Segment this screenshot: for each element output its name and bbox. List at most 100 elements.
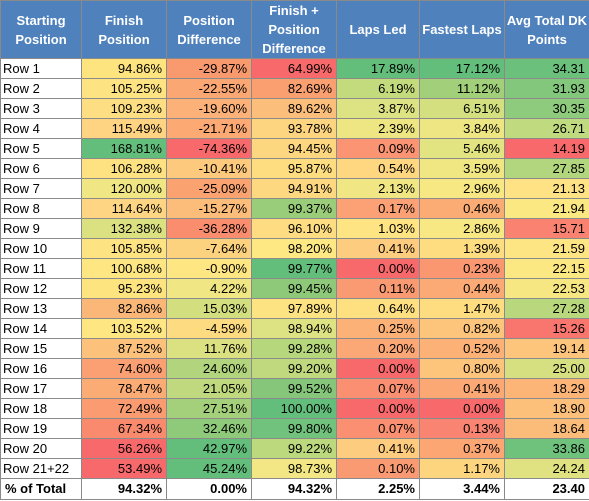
table-row: Row 13 82.86% 15.03% 97.89% 0.64% 1.47% 27.28 <box>0 298 589 319</box>
cell-avg-total-dk-points: 27.28 <box>504 298 589 319</box>
row-label: Row 16 <box>0 358 82 379</box>
cell-finish-plus-position-difference: 99.20% <box>251 358 337 379</box>
row-label: Row 4 <box>0 118 82 139</box>
row-label: Row 18 <box>0 398 82 419</box>
table-row: Row 9 132.38% -36.28% 96.10% 1.03% 2.86% 15.71 <box>0 218 589 239</box>
cell-fastest-laps: 11.12% <box>419 78 505 99</box>
row-label: Row 9 <box>0 218 82 239</box>
cell-finish-plus-position-difference: 64.99% <box>251 58 337 79</box>
cell-finish-position: 94.86% <box>81 58 167 79</box>
cell-position-difference: 21.05% <box>166 378 252 399</box>
cell-finish-position: 82.86% <box>81 298 167 319</box>
cell-finish-plus-position-difference: 94.45% <box>251 138 337 159</box>
cell-finish-position: 106.28% <box>81 158 167 179</box>
row-label: Row 20 <box>0 438 82 459</box>
cell-position-difference: 4.22% <box>166 278 252 299</box>
cell-laps-led: 2.39% <box>336 118 420 139</box>
cell-position-difference: -19.60% <box>166 98 252 119</box>
cell-position-difference: -36.28% <box>166 218 252 239</box>
cell-finish-plus-position-difference: 96.10% <box>251 218 337 239</box>
cell-fastest-laps: 5.46% <box>419 138 505 159</box>
row-label: Row 7 <box>0 178 82 199</box>
header-finish-plus-position-difference: Finish + Position Difference <box>251 0 337 59</box>
header-position-difference: Position Difference <box>166 0 252 59</box>
cell-avg-total-dk-points: 34.31 <box>504 58 589 79</box>
row-label: Row 10 <box>0 238 82 259</box>
cell-fastest-laps: 0.46% <box>419 198 505 219</box>
cell-laps-led: 0.11% <box>336 278 420 299</box>
cell-fastest-laps: 0.13% <box>419 418 505 439</box>
row-label: Row 6 <box>0 158 82 179</box>
cell-finish-plus-position-difference: 99.22% <box>251 438 337 459</box>
cell-finish-plus-position-difference: 95.87% <box>251 158 337 179</box>
cell-laps-led: 0.00% <box>336 398 420 419</box>
total-finish-plus-position-difference: 94.32% <box>251 478 337 500</box>
cell-laps-led: 0.25% <box>336 318 420 339</box>
cell-avg-total-dk-points: 22.53 <box>504 278 589 299</box>
cell-finish-position: 114.64% <box>81 198 167 219</box>
table-row: Row 17 78.47% 21.05% 99.52% 0.07% 0.41% 18.29 <box>0 378 589 399</box>
total-position-difference: 0.00% <box>166 478 252 500</box>
cell-avg-total-dk-points: 21.13 <box>504 178 589 199</box>
cell-finish-plus-position-difference: 94.91% <box>251 178 337 199</box>
cell-laps-led: 1.03% <box>336 218 420 239</box>
total-label: % of Total <box>0 478 82 500</box>
row-label: Row 17 <box>0 378 82 399</box>
row-label: Row 8 <box>0 198 82 219</box>
cell-laps-led: 2.13% <box>336 178 420 199</box>
cell-fastest-laps: 0.41% <box>419 378 505 399</box>
header-row: Starting Position Finish Position Positi… <box>0 0 589 59</box>
row-label: Row 1 <box>0 58 82 79</box>
cell-avg-total-dk-points: 14.19 <box>504 138 589 159</box>
cell-position-difference: -15.27% <box>166 198 252 219</box>
cell-fastest-laps: 0.82% <box>419 318 505 339</box>
cell-laps-led: 0.10% <box>336 458 420 479</box>
cell-finish-plus-position-difference: 93.78% <box>251 118 337 139</box>
cell-position-difference: -22.55% <box>166 78 252 99</box>
cell-finish-plus-position-difference: 99.77% <box>251 258 337 279</box>
cell-position-difference: -25.09% <box>166 178 252 199</box>
row-label: Row 5 <box>0 138 82 159</box>
cell-finish-position: 78.47% <box>81 378 167 399</box>
header-fastest-laps: Fastest Laps <box>419 0 505 59</box>
cell-laps-led: 0.20% <box>336 338 420 359</box>
table-row: Row 21+22 53.49% 45.24% 98.73% 0.10% 1.17% 24.… <box>0 458 589 479</box>
cell-fastest-laps: 0.80% <box>419 358 505 379</box>
cell-position-difference: -0.90% <box>166 258 252 279</box>
row-label: Row 15 <box>0 338 82 359</box>
total-row: % of Total 94.32% 0.00% 94.32% 2.25% 3.4… <box>0 478 589 500</box>
cell-avg-total-dk-points: 22.15 <box>504 258 589 279</box>
table-row: Row 15 87.52% 11.76% 99.28% 0.20% 0.52% 19.14 <box>0 338 589 359</box>
cell-position-difference: -7.64% <box>166 238 252 259</box>
cell-finish-position: 100.68% <box>81 258 167 279</box>
cell-finish-position: 105.85% <box>81 238 167 259</box>
table-row: Row 19 67.34% 32.46% 99.80% 0.07% 0.13% 18.64 <box>0 418 589 439</box>
cell-finish-plus-position-difference: 99.80% <box>251 418 337 439</box>
cell-laps-led: 0.09% <box>336 138 420 159</box>
cell-fastest-laps: 1.39% <box>419 238 505 259</box>
cell-position-difference: 24.60% <box>166 358 252 379</box>
cell-position-difference: -29.87% <box>166 58 252 79</box>
row-label: Row 3 <box>0 98 82 119</box>
cell-finish-plus-position-difference: 98.20% <box>251 238 337 259</box>
cell-avg-total-dk-points: 15.26 <box>504 318 589 339</box>
cell-laps-led: 6.19% <box>336 78 420 99</box>
cell-fastest-laps: 1.47% <box>419 298 505 319</box>
cell-fastest-laps: 0.52% <box>419 338 505 359</box>
cell-finish-plus-position-difference: 99.28% <box>251 338 337 359</box>
cell-position-difference: -4.59% <box>166 318 252 339</box>
table-row: Row 8 114.64% -15.27% 99.37% 0.17% 0.46% 21.94 <box>0 198 589 219</box>
table-row: Row 1 94.86% -29.87% 64.99% 17.89% 17.12% 34.3… <box>0 58 589 79</box>
cell-laps-led: 3.87% <box>336 98 420 119</box>
cell-avg-total-dk-points: 21.94 <box>504 198 589 219</box>
cell-finish-position: 109.23% <box>81 98 167 119</box>
cell-avg-total-dk-points: 15.71 <box>504 218 589 239</box>
cell-laps-led: 0.64% <box>336 298 420 319</box>
cell-finish-position: 95.23% <box>81 278 167 299</box>
total-avg-total-dk-points: 23.40 <box>504 478 589 500</box>
cell-laps-led: 0.07% <box>336 418 420 439</box>
row-label: Row 14 <box>0 318 82 339</box>
cell-avg-total-dk-points: 25.00 <box>504 358 589 379</box>
header-avg-total-dk-points: Avg Total DK Points <box>504 0 589 59</box>
